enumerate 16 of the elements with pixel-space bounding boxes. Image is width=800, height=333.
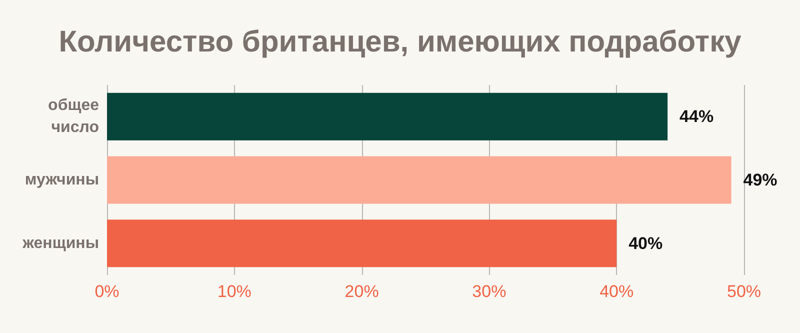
x-tick-label: 30% — [472, 282, 506, 301]
x-tick-label: 50% — [726, 282, 762, 301]
bar — [107, 220, 617, 268]
bar — [107, 156, 732, 204]
bar — [107, 92, 668, 140]
y-tick-label: женщины — [22, 234, 99, 252]
y-tick-label: мужчины — [24, 172, 99, 188]
data-label: 40% — [628, 234, 663, 253]
x-tick-label: 0% — [94, 282, 120, 301]
data-label: 44% — [680, 107, 714, 126]
x-tick-label: 10% — [217, 282, 252, 301]
y-tick-label: общее число — [48, 97, 100, 136]
data-label: 49% — [743, 170, 778, 190]
x-tick-label: 20% — [344, 282, 379, 301]
x-tick-label: 40% — [600, 282, 634, 301]
chart-title: Количество британцев, имеющих подработку — [58, 26, 742, 58]
